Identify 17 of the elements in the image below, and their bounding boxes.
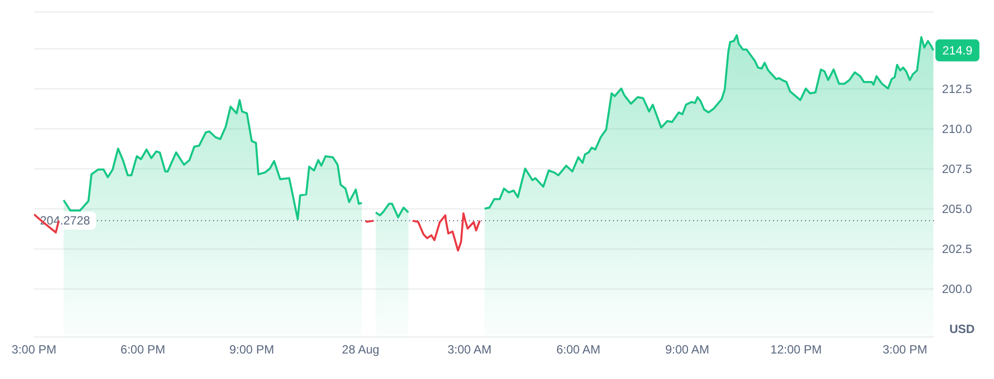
x-tick-label: 9:00 PM <box>229 342 274 357</box>
x-tick-label: 28 Aug <box>342 342 380 357</box>
y-tick-label: 210.0 <box>942 122 972 136</box>
x-tick-label: 3:00 PM <box>12 342 56 357</box>
x-tick-label: 3:00 AM <box>447 342 492 357</box>
x-tick-label: 12:00 PM <box>770 342 822 357</box>
annotation: 214.9 <box>942 43 973 58</box>
x-tick-label: 6:00 PM <box>120 342 166 357</box>
x-tick-label: 9:00 AM <box>665 342 710 357</box>
y-tick-label: 207.5 <box>942 162 972 176</box>
y-tick-label: 202.5 <box>942 242 972 256</box>
y-tick-label: 200.0 <box>942 282 972 296</box>
y-tick-label: 212.5 <box>942 82 972 96</box>
x-tick-label: 3:00 PM <box>882 342 928 357</box>
y-axis-title: USD <box>949 322 975 336</box>
y-tick-label: 205.0 <box>942 202 972 216</box>
x-tick-label: 6:00 AM <box>556 342 600 357</box>
